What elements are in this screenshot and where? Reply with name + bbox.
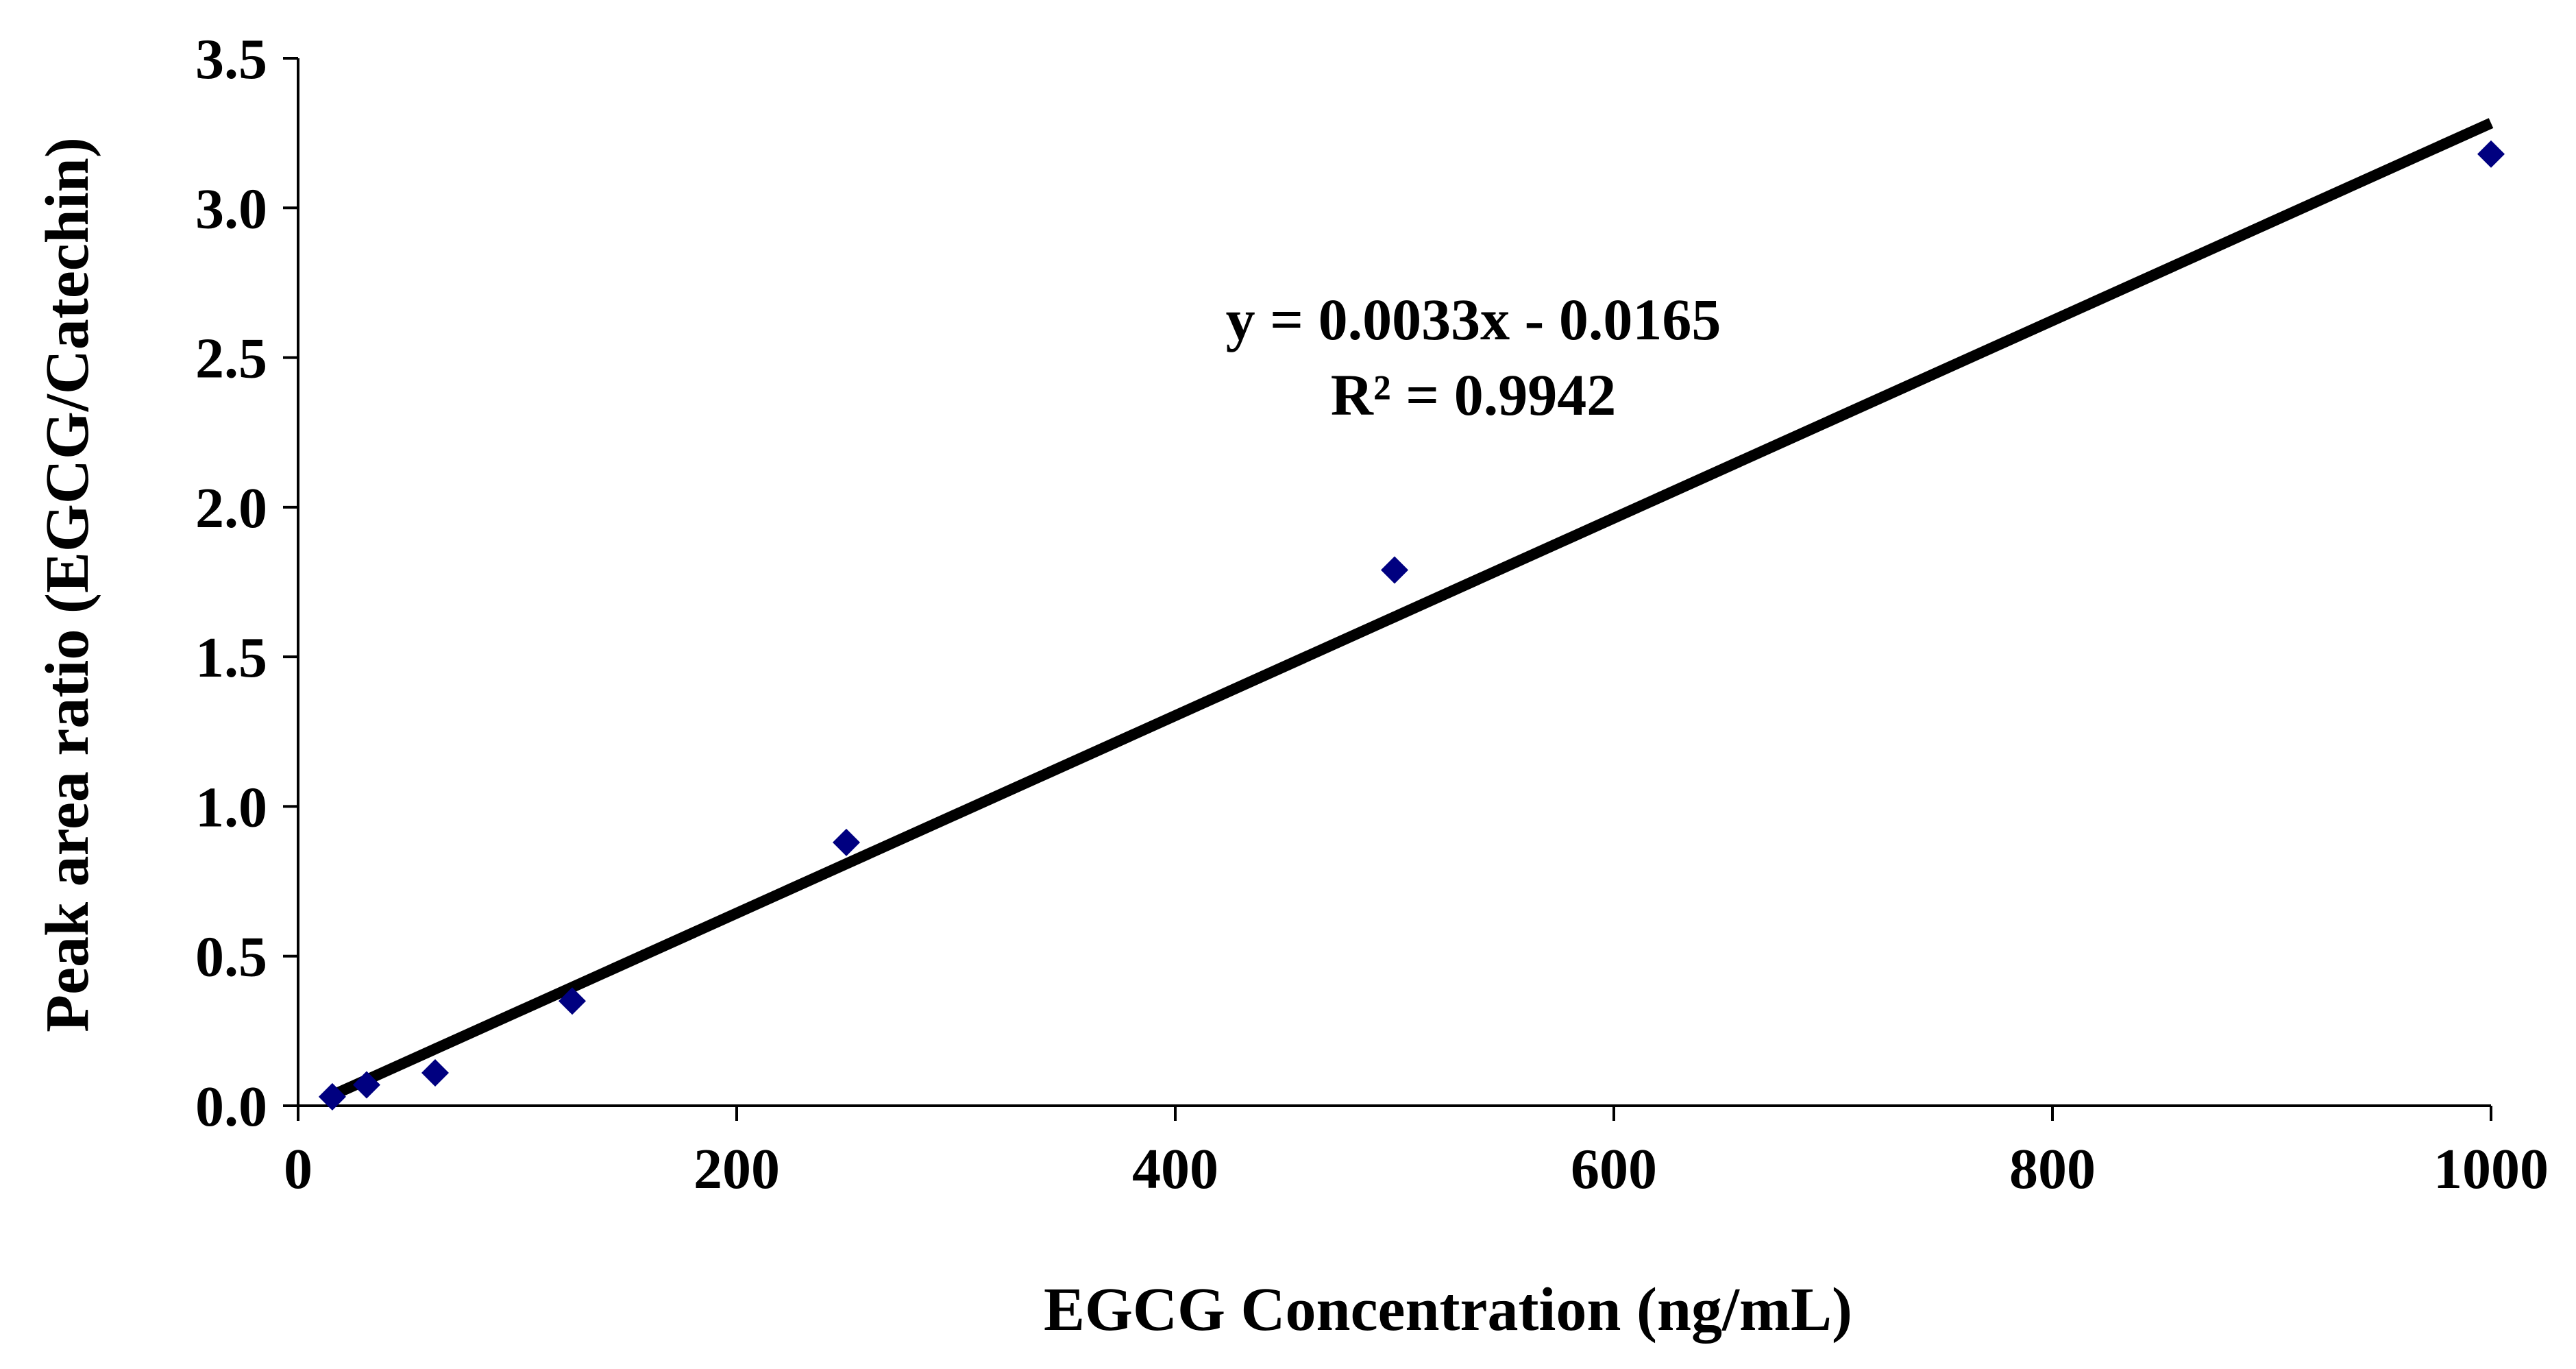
data-point bbox=[353, 1071, 380, 1099]
y-tick-label: 3.0 bbox=[195, 177, 267, 241]
axes bbox=[297, 58, 2491, 1107]
data-points bbox=[318, 140, 2505, 1111]
data-point bbox=[1381, 556, 1408, 584]
data-point bbox=[833, 828, 860, 856]
data-point bbox=[318, 1082, 346, 1111]
x-tick-label: 200 bbox=[694, 1137, 780, 1201]
y-tick-label: 1.5 bbox=[195, 626, 267, 690]
trendline-equation: y = 0.0033x - 0.0165 bbox=[1226, 287, 1721, 352]
data-point bbox=[559, 987, 586, 1015]
data-point bbox=[2477, 140, 2505, 168]
x-tick-label: 1000 bbox=[2433, 1137, 2549, 1201]
x-axis-ticks: 0 200 400 600 800 1000 bbox=[284, 1106, 2549, 1201]
x-tick-label: 400 bbox=[1132, 1137, 1218, 1201]
y-tick-label: 0.0 bbox=[195, 1075, 267, 1139]
y-tick-label: 0.5 bbox=[195, 925, 267, 989]
x-tick-label: 600 bbox=[1571, 1137, 1657, 1201]
trendline-group bbox=[330, 118, 2494, 1101]
x-tick-label: 0 bbox=[284, 1137, 312, 1201]
trendline bbox=[330, 118, 2494, 1101]
y-tick-label: 1.0 bbox=[195, 775, 267, 839]
trendline-r-squared: R² = 0.9942 bbox=[1331, 362, 1616, 428]
y-axis-title: Peak area ratio (EGCG/Catechin) bbox=[34, 137, 101, 1032]
y-axis-ticks: 0.0 0.5 1.0 1.5 2.0 2.5 3.0 3.5 bbox=[195, 27, 298, 1139]
y-tick-label: 2.5 bbox=[195, 327, 267, 391]
y-tick-label: 2.0 bbox=[195, 476, 267, 540]
x-tick-label: 800 bbox=[2009, 1137, 2096, 1201]
data-point bbox=[421, 1058, 449, 1087]
y-tick-label: 3.5 bbox=[195, 27, 267, 91]
x-axis-title: EGCG Concentration (ng/mL) bbox=[1044, 1276, 1852, 1344]
